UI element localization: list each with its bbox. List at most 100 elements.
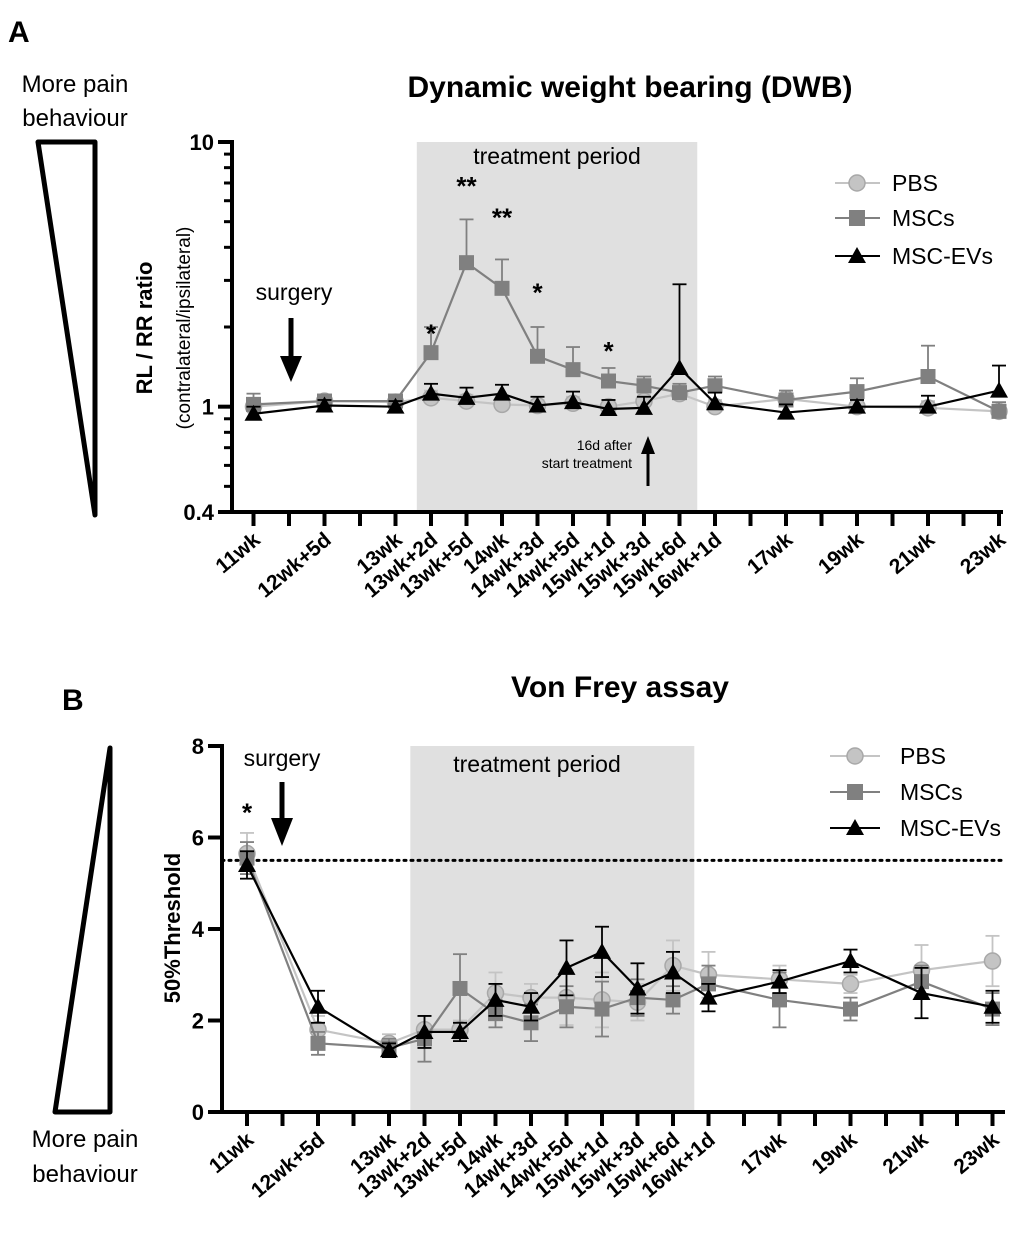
p0-significance-marker: ** [492, 202, 513, 232]
pain-label-bottom-line1: More pain [32, 1126, 139, 1153]
p1-point [559, 999, 574, 1015]
p1-significance-marker: * [242, 797, 253, 827]
p1-point [628, 979, 647, 996]
p1-point [841, 952, 860, 969]
panel-a-after-arrow [641, 436, 655, 486]
p0-series-msc-evs [244, 283, 1008, 421]
p1-point [912, 984, 931, 1001]
panel-a-ylabel: RL / RR ratio [132, 262, 157, 395]
p0-point [528, 396, 547, 413]
p1-point [843, 1001, 858, 1017]
p1-point [557, 958, 576, 975]
p0-point [457, 388, 476, 405]
p0-x-tick-label: 17wk [743, 528, 797, 579]
panel-a-ylabel-sub: (contralateral/ipsilateral) [174, 227, 195, 430]
p1-point [665, 992, 681, 1008]
legend-a-mscs: MSCs [835, 205, 955, 231]
pain-label-bottom-line2: behaviour [32, 1161, 137, 1188]
legend-a-mscevs-label: MSC-EVs [892, 243, 993, 269]
p1-point [451, 1022, 469, 1039]
p1-y-tick-label: 6 [192, 826, 204, 851]
pain-wedge-bottom [52, 745, 113, 1115]
p0-point [423, 345, 439, 361]
p0-significance-marker: * [426, 318, 437, 348]
p0-x-tick-label: 21wk [885, 528, 939, 579]
legend-b-mscs-label: MSCs [900, 779, 963, 805]
p0-point [494, 280, 510, 296]
p0-point [246, 396, 261, 412]
p0-x-tick-label: 23wk [956, 528, 1010, 579]
p0-point [244, 404, 263, 421]
p0-significance-marker: * [603, 336, 614, 366]
p1-series-msc-evs [238, 850, 1002, 1058]
panel-b-ylabel-group: 50%Threshold [160, 853, 185, 1003]
p0-point [635, 398, 653, 415]
panel-a-surgery-label: surgery [256, 279, 333, 305]
p1-point [523, 1015, 539, 1031]
p1-point [238, 855, 256, 872]
p1-y-tick-label: 8 [192, 734, 204, 759]
p0-point [848, 397, 866, 414]
p1-x-tick-label: 12wk+5d [247, 1128, 329, 1202]
p1-point [770, 972, 789, 989]
panel-b-legend: PBS MSCs MSC-EVs [830, 743, 1001, 841]
p1-point [309, 997, 327, 1014]
panel-a: A Dynamic weight bearing (DWB) More pain… [8, 16, 1010, 602]
p0-point [670, 358, 689, 375]
p1-series-line [245, 853, 993, 1045]
legend-b-mscevs: MSC-EVs [830, 815, 1001, 841]
p0-point [919, 397, 937, 414]
p1-treatment-region [410, 746, 695, 1112]
pain-wedge-top [35, 139, 98, 518]
p0-y-tick-label: 1 [202, 395, 214, 420]
p0-point [990, 381, 1008, 398]
p1-x-tick-label: 19wk [808, 1128, 862, 1179]
p1-x-tick-label: 17wk [737, 1128, 791, 1179]
p0-point [565, 362, 581, 378]
p0-significance-marker: ** [456, 171, 477, 201]
p1-x-tick-label: 21wk [879, 1128, 933, 1179]
panel-b-surgery-arrow [271, 782, 293, 846]
p0-significance-marker: * [532, 277, 543, 307]
p0-point [422, 384, 440, 401]
p0-point [636, 378, 652, 394]
pain-label-top-line2: behaviour [22, 105, 127, 132]
p0-point [599, 399, 618, 416]
p0-point [849, 384, 865, 400]
legend-a-mscs-label: MSCs [892, 205, 955, 231]
legend-b-mscevs-label: MSC-EVs [900, 815, 1001, 841]
p0-point [920, 369, 936, 385]
p1-point [841, 975, 860, 993]
p1-y-tick-label: 0 [192, 1100, 204, 1125]
p1-y-tick-label: 4 [192, 917, 205, 942]
p0-x-tick-label: 11wk [211, 528, 264, 578]
p1-point [415, 1022, 434, 1039]
p1-point [772, 992, 787, 1008]
p1-point [310, 1035, 326, 1051]
p1-point [664, 963, 682, 980]
legend-a-mscevs: MSC-EVs [835, 243, 993, 269]
p0-point [706, 394, 724, 411]
panel-a-surgery-arrow [280, 318, 302, 382]
p0-series-line [253, 260, 1000, 413]
p0-point [530, 348, 545, 364]
legend-a-pbs: PBS [835, 170, 938, 196]
p0-point [315, 396, 334, 413]
p1-series-line [246, 864, 993, 1052]
pain-label-top-line1: More pain [22, 71, 129, 98]
p0-point [991, 403, 1007, 419]
p1-x-tick-label: 11wk [205, 1128, 258, 1178]
p1-point [452, 980, 468, 996]
p1-point [593, 942, 611, 959]
p0-x-tick-label: 19wk [814, 528, 868, 579]
p0-point [564, 393, 582, 410]
panel-a-title: Dynamic weight bearing (DWB) [407, 71, 852, 104]
p0-point [672, 385, 687, 401]
p0-point [601, 373, 616, 389]
panel-b-title: Von Frey assay [511, 671, 729, 704]
p1-x-tick-label: 23wk [950, 1128, 1004, 1179]
p1-point [699, 988, 718, 1005]
panel-b: B Von Frey assay More pain behaviour 50%… [32, 671, 1007, 1202]
panel-a-after-line2: start treatment [542, 455, 632, 471]
